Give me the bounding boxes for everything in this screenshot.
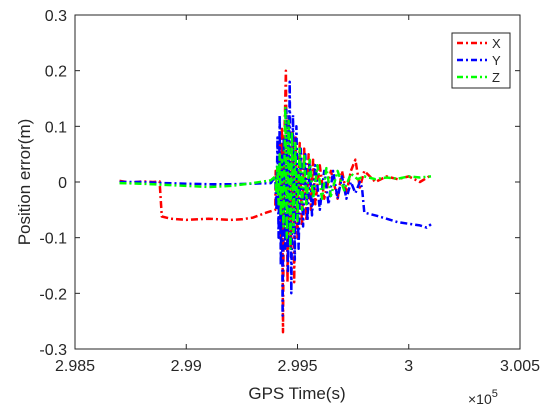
x-tick-label: 3.005 (500, 358, 540, 375)
y-tick-label: -0.3 (39, 342, 67, 359)
y-tick-label: 0.2 (45, 64, 67, 81)
y-axis-label: Position error(m) (15, 119, 34, 246)
legend-label-z: Z (492, 70, 500, 85)
y-tick-label: 0 (58, 175, 67, 192)
y-tick-label: -0.1 (39, 231, 67, 248)
x-tick-label: 3 (404, 358, 413, 375)
x-axis-label: GPS Time(s) (248, 384, 345, 403)
y-tick-label: 0.1 (45, 119, 67, 136)
y-tick-label: -0.2 (39, 286, 67, 303)
legend-label-y: Y (492, 53, 501, 68)
y-axis: -0.3 -0.2 -0.1 0 0.1 0.2 0.3 (39, 8, 520, 359)
x-tick-label: 2.985 (55, 358, 95, 375)
series-line-z (119, 105, 432, 251)
series-line-y (119, 80, 432, 317)
x-axis-multiplier: ×105 (468, 388, 498, 407)
legend-label-x: X (492, 36, 501, 51)
y-tick-label: 0.3 (45, 8, 67, 25)
x-axis: 2.985 2.99 2.995 3 3.005 (55, 15, 540, 375)
legend: XYZ (451, 32, 511, 89)
x-tick-label: 2.995 (277, 358, 317, 375)
x-tick-label: 2.99 (171, 358, 202, 375)
series-layer (119, 69, 432, 334)
